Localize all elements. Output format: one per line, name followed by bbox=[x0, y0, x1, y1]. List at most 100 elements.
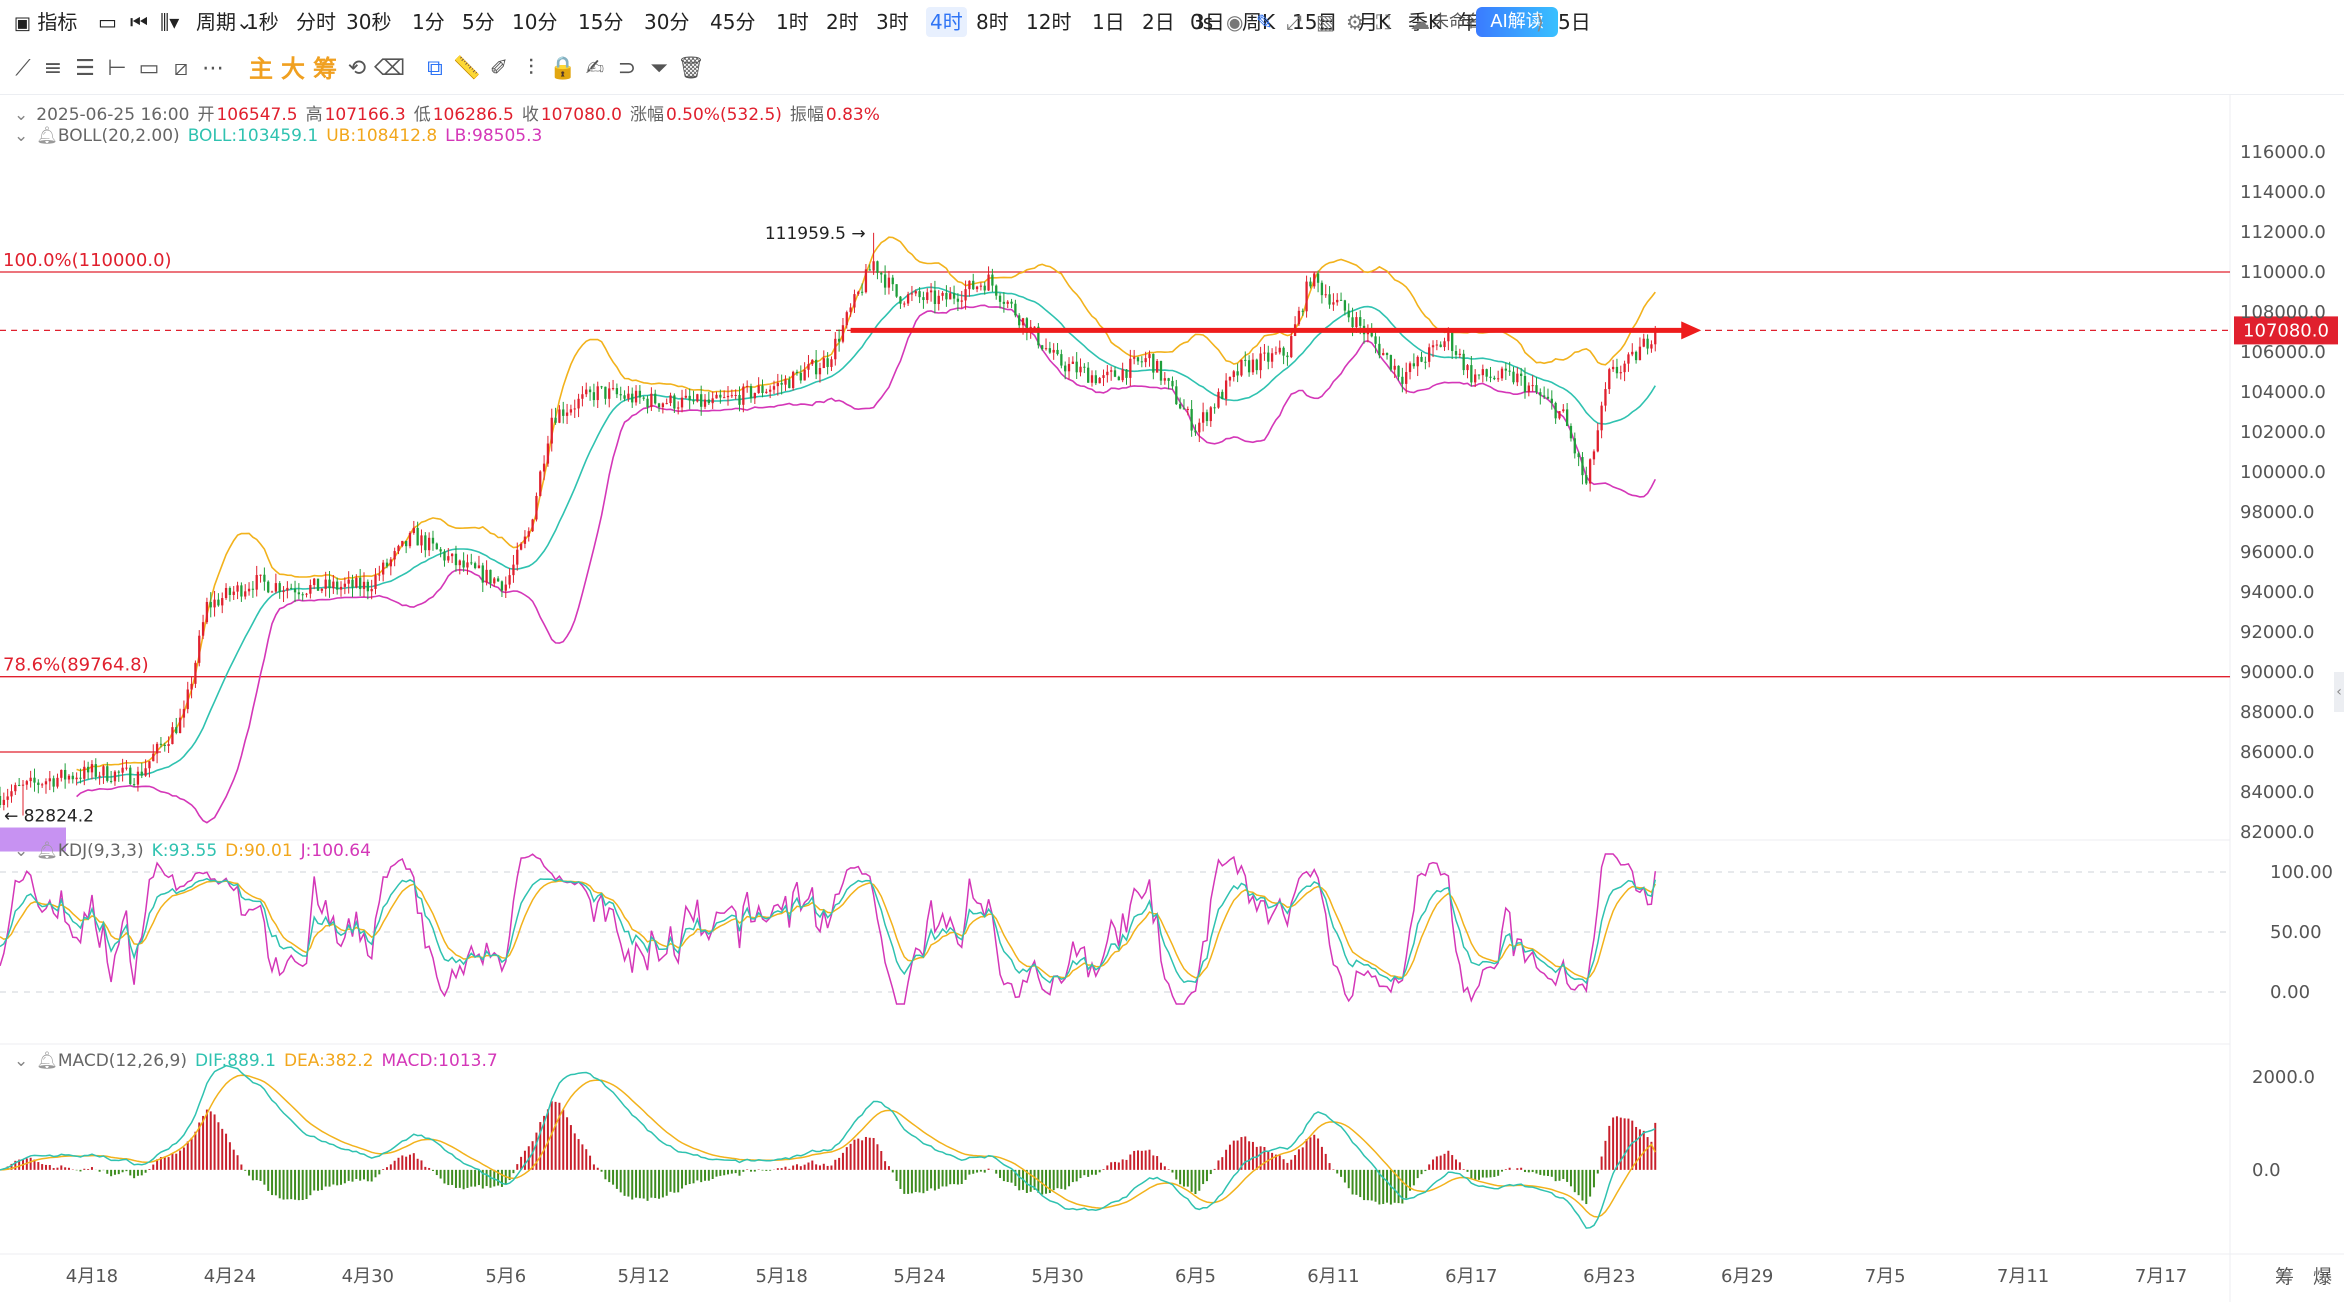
timeframe-tab[interactable]: 15日 bbox=[1292, 10, 1338, 34]
period-dropdown[interactable]: 周期⌄ bbox=[196, 7, 253, 37]
lock-icon[interactable]: 🔒 bbox=[549, 56, 577, 81]
timeframe-tab[interactable]: 15分 bbox=[578, 10, 624, 34]
candle-body bbox=[290, 587, 293, 589]
timeframe-tab[interactable]: 30秒 bbox=[346, 10, 392, 34]
ruler-icon[interactable]: 📏 bbox=[453, 56, 481, 81]
parallel-lines-icon[interactable]: ≡ bbox=[43, 56, 63, 81]
timeframe-tab[interactable]: 8时 bbox=[976, 10, 1009, 34]
collapse-icon[interactable]: ⌄ bbox=[14, 1051, 29, 1071]
candle-body bbox=[182, 709, 186, 718]
indicators-button[interactable]: ▣ 指标 bbox=[14, 7, 77, 37]
replay-icon[interactable]: ⏮ bbox=[130, 10, 148, 34]
close-label: 收 bbox=[521, 105, 539, 125]
share-icon[interactable]: ⤢ bbox=[1286, 10, 1302, 34]
candle-body bbox=[244, 591, 247, 597]
horizontal-ray-icon[interactable]: ⊢ bbox=[107, 56, 127, 81]
timeframe-tab[interactable]: 10分 bbox=[512, 10, 558, 34]
candle-body bbox=[347, 579, 350, 584]
trash-icon[interactable]: 🗑 bbox=[677, 56, 705, 81]
candle-body bbox=[1175, 386, 1178, 405]
fibonacci-icon[interactable]: ⧄ bbox=[174, 56, 188, 81]
rectangle-icon[interactable]: ▭ bbox=[138, 56, 160, 81]
timeframe-tab[interactable]: 12时 bbox=[1026, 10, 1072, 34]
timeframe-tab[interactable]: 分时 bbox=[296, 10, 336, 34]
layout-icon[interactable]: ▭ bbox=[98, 10, 117, 34]
eraser-icon[interactable]: ⌫ bbox=[374, 56, 406, 81]
candle-type-icon[interactable]: ⫼▾ bbox=[160, 10, 180, 34]
candle-body bbox=[1539, 392, 1542, 396]
timeframe-tab[interactable]: 5日 bbox=[1558, 10, 1591, 34]
candle-body bbox=[175, 727, 178, 734]
price-axis: 116000.0 114000.0 112000.0 110000.0 108000.0… bbox=[2240, 142, 2333, 1181]
fullscreen-icon[interactable]: ⛶ bbox=[1376, 10, 1390, 34]
bell-icon[interactable]: 🔔︎ bbox=[36, 126, 58, 146]
sync-icon[interactable]: ⟲ bbox=[347, 56, 367, 81]
candle-body bbox=[443, 551, 446, 561]
candle-body bbox=[336, 581, 339, 590]
timeframe-tab[interactable]: 3日 bbox=[1192, 10, 1225, 34]
side-panel-toggle[interactable]: ‹ bbox=[2334, 672, 2344, 712]
candle-body bbox=[40, 784, 44, 786]
timeframe-tab[interactable]: 月K bbox=[1358, 10, 1392, 34]
timeframe-tab[interactable]: 45分 bbox=[710, 10, 756, 34]
candle-body bbox=[818, 368, 822, 375]
copy-icon[interactable]: ⧉ bbox=[427, 56, 443, 81]
collapse-icon[interactable]: ⌄ bbox=[14, 105, 29, 125]
burst-toggle-button[interactable]: 爆 bbox=[2313, 1266, 2333, 1288]
note-icon[interactable]: ✍ bbox=[585, 56, 605, 81]
collapse-icon[interactable]: ⌄ bbox=[14, 841, 29, 861]
timeframe-tab[interactable]: 2时 bbox=[826, 10, 859, 34]
ai-interpret-button[interactable]: AI解读 bbox=[1476, 7, 1558, 37]
candle-body bbox=[148, 761, 151, 769]
candle-body bbox=[646, 398, 649, 408]
candle-body bbox=[102, 766, 105, 776]
timeframe-tab[interactable]: 4时 bbox=[926, 7, 967, 37]
settings-icon[interactable]: ⚙ bbox=[1346, 10, 1364, 34]
candle-body bbox=[945, 292, 948, 300]
timeframe-tab[interactable]: 1分 bbox=[412, 10, 445, 34]
chip-dist-button[interactable]: 筹 bbox=[313, 55, 337, 83]
cloud-icon[interactable]: ☁ bbox=[1410, 10, 1430, 34]
camera-icon[interactable]: ◉ bbox=[1226, 10, 1244, 34]
chart-canvas[interactable]: 100.0%(110000.0) 78.6%(89764.8) 107080.0 1… bbox=[0, 94, 2344, 1302]
timeframe-tab[interactable]: 1秒 bbox=[246, 10, 279, 34]
price-legend: ⌄ 2025-06-25 16:00 开 106547.5 高 107166.3 低 1062… bbox=[14, 100, 888, 125]
filter-icon[interactable]: ⏷ bbox=[650, 56, 668, 81]
candle-body bbox=[784, 379, 787, 385]
candles-icon[interactable]: ⫶ bbox=[528, 56, 534, 81]
timeframe-tab[interactable]: 1日 bbox=[1092, 10, 1125, 34]
magnet-icon[interactable]: ⊃ bbox=[617, 56, 637, 81]
timeframe-tab[interactable]: 周K bbox=[1242, 10, 1276, 34]
candle-body bbox=[485, 569, 488, 583]
brush-icon[interactable]: ✐ bbox=[489, 56, 509, 81]
timeframe-tab[interactable]: 30分 bbox=[644, 10, 690, 34]
timeframe-tab[interactable]: 季K bbox=[1408, 10, 1442, 34]
timeframe-tab[interactable]: 1时 bbox=[776, 10, 809, 34]
timeframe-tab[interactable]: 2日 bbox=[1142, 10, 1175, 34]
candle-body bbox=[316, 578, 320, 591]
bell-icon[interactable]: 🔔︎ bbox=[36, 1051, 58, 1071]
candle-body bbox=[1198, 422, 1201, 433]
candle-body bbox=[29, 777, 32, 782]
bell-icon[interactable]: 🔔︎ bbox=[36, 841, 58, 861]
more-tools-icon[interactable]: ⋯ bbox=[202, 56, 224, 81]
candle-body bbox=[1431, 345, 1435, 348]
candle-body bbox=[1060, 354, 1063, 366]
candle-body bbox=[1136, 357, 1140, 362]
image-icon[interactable]: ▧ bbox=[1316, 10, 1335, 34]
collapse-icon[interactable]: ⌄ bbox=[14, 126, 29, 146]
chip-main-button[interactable]: 主 bbox=[249, 55, 273, 83]
expand-icon[interactable]: ⟩ bbox=[1536, 10, 1544, 34]
candle-body bbox=[1520, 373, 1523, 376]
high-value: 107166.3 bbox=[324, 105, 406, 125]
chip-big-button[interactable]: 大 bbox=[281, 55, 305, 83]
candle-body bbox=[1259, 353, 1262, 371]
timeframe-tab[interactable]: 5分 bbox=[462, 10, 495, 34]
macd-dea-line bbox=[0, 1074, 1656, 1218]
timeframe-tab[interactable]: 3时 bbox=[876, 10, 909, 34]
horizontal-lines-icon[interactable]: ☰ bbox=[75, 56, 95, 81]
chip-toggle-button[interactable]: 筹 bbox=[2275, 1266, 2295, 1288]
price-tick-label: 90000.0 bbox=[2240, 662, 2314, 683]
trendline-icon[interactable]: ⟋ bbox=[15, 56, 31, 81]
edit-icon[interactable]: ✎ bbox=[1256, 10, 1273, 34]
